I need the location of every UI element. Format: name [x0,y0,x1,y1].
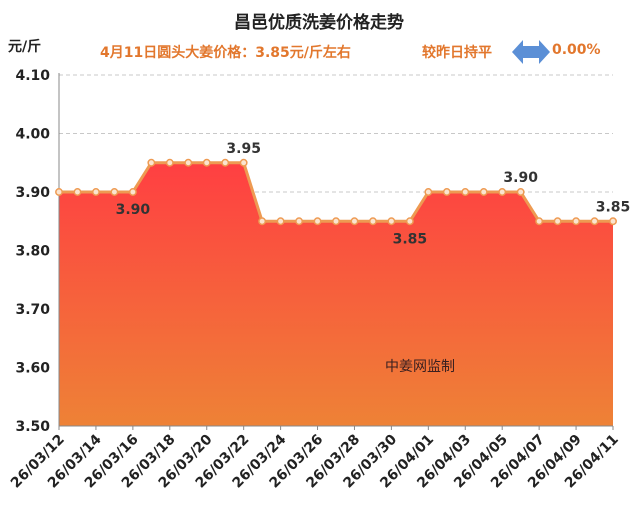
data-point [258,217,267,226]
data-point [91,188,100,196]
data-point [276,217,285,226]
data-point [239,158,248,167]
data-point [73,188,82,196]
y-axis-unit-label: 元/斤 [8,39,42,55]
data-point [295,217,304,226]
data-point [572,217,581,226]
data-point [479,188,488,196]
y-tick-label: 3.50 [15,419,50,435]
price-summary: 4月11日圆头大姜价格：3.85元/斤左右 较昨日持平 0.00% [100,40,620,64]
y-tick-label: 3.90 [15,185,50,201]
data-point [184,158,193,167]
data-label: 3.90 [503,170,538,186]
price-area [59,162,613,426]
data-point [202,158,211,167]
y-tick-label: 4.10 [15,68,50,84]
watermark: 中姜网监制 [385,359,455,375]
chart-title: 昌邑优质洗姜价格走势 [234,13,404,33]
y-tick-label: 3.80 [15,244,50,260]
current-price-text: 4月11日圆头大姜价格：3.85元/斤左右 [100,45,351,61]
data-label: 3.90 [116,202,151,218]
data-point [332,217,340,226]
data-label: 3.85 [393,231,428,247]
data-point [147,158,156,167]
data-point [590,217,599,226]
data-point [442,188,451,196]
data-point [424,188,433,196]
data-point [313,217,322,226]
y-tick-label: 3.60 [15,361,50,377]
data-point [535,217,544,226]
data-point [609,217,617,226]
data-label: 3.85 [596,199,631,215]
y-tick-label: 3.70 [15,302,50,318]
data-label: 3.95 [226,141,261,157]
data-point [368,217,377,226]
double-arrow-icon [512,40,550,64]
data-point [165,158,174,167]
change-percent: 0.00% [552,42,601,58]
data-point [516,188,525,196]
data-point [461,188,470,196]
data-point [405,217,414,226]
data-point [128,188,137,196]
data-point [387,217,396,226]
y-tick-label: 4.00 [15,127,50,143]
data-point [350,217,359,226]
data-point [553,217,562,226]
data-point [221,158,230,167]
data-point [55,188,63,196]
compare-text: 较昨日持平 [422,45,492,61]
data-point [110,188,119,196]
data-point [498,188,507,196]
